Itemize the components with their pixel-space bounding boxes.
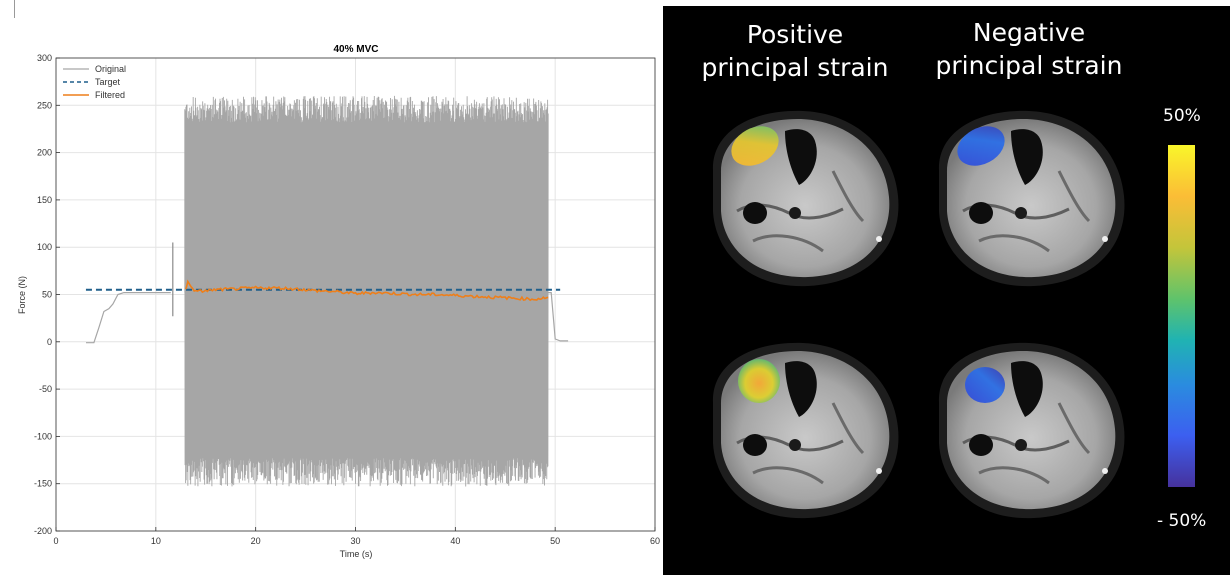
colorbar: [1168, 145, 1195, 487]
colorbar-min-label: - 50%: [1157, 511, 1207, 531]
y-tick-label: 300: [37, 53, 52, 63]
colorbar-max-label: 50%: [1163, 106, 1201, 126]
y-tick-label: -50: [39, 384, 52, 394]
x-tick-label: 10: [151, 536, 161, 546]
y-tick-label: 0: [47, 337, 52, 347]
y-tick-label: 200: [37, 148, 52, 158]
chart-title: 40% MVC: [333, 44, 378, 55]
chart-legend: Original Target Filtered: [63, 64, 126, 100]
original-series-tail: [548, 292, 569, 342]
mri-slice-positive-top: [711, 109, 900, 288]
original-series-ramp: [86, 292, 171, 344]
legend-label-target: Target: [95, 77, 121, 87]
mri-slice-negative-bottom: [937, 341, 1126, 520]
x-tick-label: 20: [251, 536, 261, 546]
y-tick-label: 100: [37, 242, 52, 252]
legend-label-original: Original: [95, 64, 126, 74]
negative-strain-title: Negative principal strain: [935, 18, 1123, 80]
mri-slice-negative-top: [937, 109, 1126, 288]
panel-border-mark: [14, 0, 15, 18]
force-chart: 0 10 20 30 40 50 60 -200 -150 -100 -50 0 50 100 150 200…: [17, 44, 660, 559]
plot-frame: [55, 57, 656, 532]
positive-strain-title: Positive principal strain: [701, 20, 889, 82]
original-series-oscillation: [184, 95, 549, 487]
mri-strain-panel: Positive principal strain Negative princ…: [663, 6, 1230, 575]
x-tick-label: 40: [450, 536, 460, 546]
y-tick-label: -100: [34, 431, 52, 441]
legend-label-filtered: Filtered: [95, 90, 125, 100]
x-tick-label: 30: [350, 536, 360, 546]
x-tick-label: 60: [650, 536, 660, 546]
y-tick-label: 250: [37, 100, 52, 110]
y-tick-label: 50: [42, 290, 52, 300]
x-axis-label: Time (s): [340, 549, 373, 559]
y-tick-label: -150: [34, 479, 52, 489]
y-tick-label: -200: [34, 526, 52, 536]
y-axis-label: Force (N): [17, 276, 27, 314]
mri-slice-positive-bottom: [711, 341, 900, 520]
filtered-series-line: [185, 279, 549, 302]
x-tick-label: 50: [550, 536, 560, 546]
force-chart-panel: 0 10 20 30 40 50 60 -200 -150 -100 -50 0 50 100 150 200…: [17, 44, 660, 559]
y-tick-label: 150: [37, 195, 52, 205]
x-tick-label: 0: [53, 536, 58, 546]
